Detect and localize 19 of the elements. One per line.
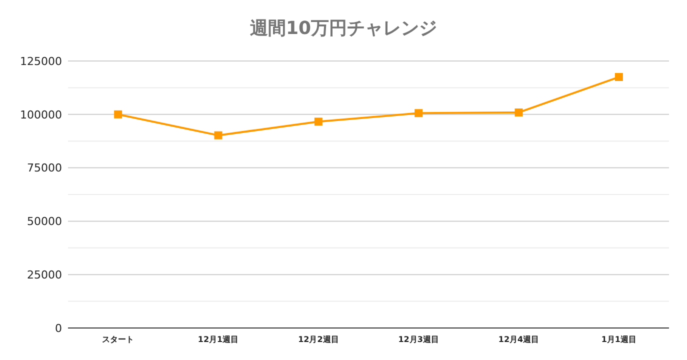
x-tick-label: 1月1週目: [601, 335, 636, 344]
chart-title: 週間10万円チャレンジ: [248, 18, 438, 39]
point: [414, 109, 423, 118]
x-tick-label: 12月4週目: [498, 335, 540, 344]
x-tick-label: 12月2週目: [298, 335, 339, 344]
point: [114, 110, 122, 118]
point: [314, 118, 322, 126]
y-tick-label: 100000: [20, 108, 62, 122]
y-tick-label: 75000: [27, 162, 62, 175]
y-tick-label: 125000: [20, 54, 62, 68]
x-tick-label: スタート: [102, 335, 134, 344]
point: [614, 73, 623, 82]
y-tick-label: 50000: [27, 215, 62, 228]
y-tick-label: 0: [55, 322, 62, 335]
y-tick-label: 25000: [27, 268, 62, 282]
x-tick-label: 12月1週目: [198, 335, 239, 344]
point: [214, 131, 222, 140]
point: [514, 108, 523, 116]
x-tick-label: 12月3週目: [398, 335, 439, 344]
